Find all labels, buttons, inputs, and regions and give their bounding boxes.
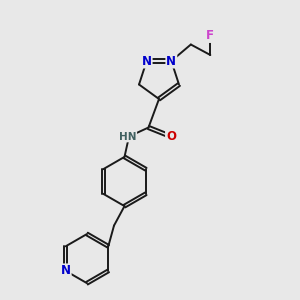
Text: N: N	[166, 55, 176, 68]
Text: F: F	[206, 29, 214, 42]
Text: N: N	[61, 264, 71, 278]
Text: N: N	[142, 55, 152, 68]
Text: HN: HN	[119, 131, 136, 142]
Text: O: O	[166, 130, 176, 143]
